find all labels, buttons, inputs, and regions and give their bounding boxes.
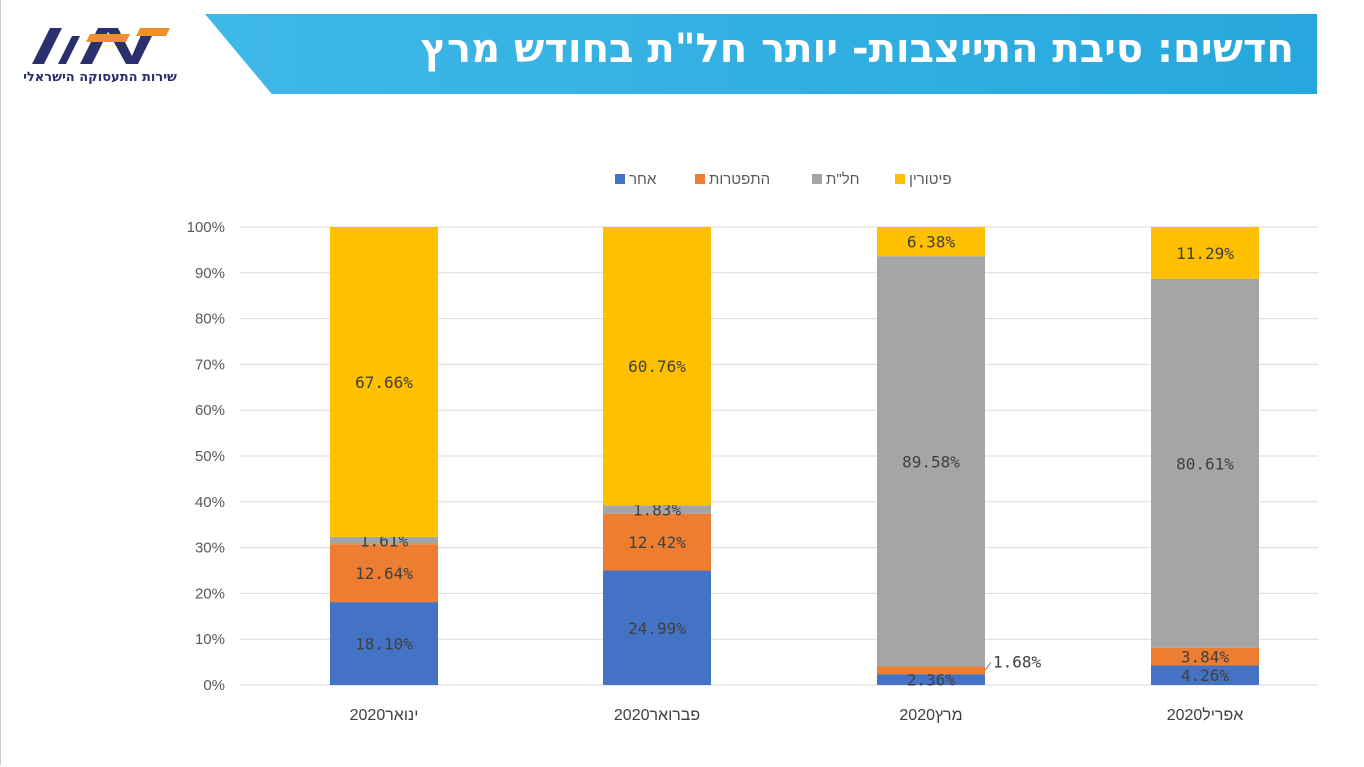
bar-segment bbox=[330, 226, 438, 537]
x-tick-label: אפריל2020 bbox=[1167, 706, 1244, 724]
y-tick-label: 70% bbox=[195, 356, 225, 373]
bar-segment bbox=[603, 570, 711, 685]
bar-segment bbox=[877, 227, 985, 257]
data-label: 89.58% bbox=[902, 452, 960, 471]
y-tick-label: 0% bbox=[203, 677, 225, 694]
y-tick-label: 80% bbox=[195, 311, 225, 328]
bar-segment bbox=[877, 666, 985, 675]
legend-swatch bbox=[812, 174, 822, 184]
data-label: 4.26% bbox=[1181, 666, 1230, 685]
legend-swatch bbox=[695, 174, 705, 184]
data-label: 18.10% bbox=[355, 635, 413, 654]
data-label: 1.68% bbox=[993, 652, 1042, 671]
bar-segment bbox=[330, 536, 438, 545]
y-tick-label: 40% bbox=[195, 494, 225, 511]
bar-segment bbox=[603, 513, 711, 571]
bar-segment bbox=[1151, 647, 1259, 666]
bar-segment bbox=[1151, 665, 1259, 685]
y-tick-label: 60% bbox=[195, 402, 225, 419]
data-label: 3.84% bbox=[1181, 648, 1230, 667]
data-label: 67.66% bbox=[355, 373, 413, 392]
logo-icon bbox=[32, 28, 170, 64]
bar-segment bbox=[1151, 278, 1259, 648]
legend-swatch bbox=[895, 174, 905, 184]
bar-segment bbox=[877, 256, 985, 667]
x-tick-label: ינואר2020 bbox=[350, 707, 419, 724]
legend-swatch bbox=[615, 174, 625, 184]
bar-segment bbox=[330, 602, 438, 685]
data-label: 12.42% bbox=[628, 533, 686, 552]
title-banner bbox=[205, 14, 1317, 94]
x-tick-label: פברואר2020 bbox=[614, 707, 700, 724]
data-label: 11.29% bbox=[1176, 244, 1234, 263]
bar-segment bbox=[603, 505, 711, 514]
bar-segment bbox=[330, 544, 438, 603]
y-tick-label: 20% bbox=[195, 585, 225, 602]
logo-text: שירות התעסוקה הישראלי bbox=[23, 70, 177, 85]
data-label: 80.61% bbox=[1176, 454, 1234, 473]
bar-segment bbox=[877, 674, 985, 685]
legend-label: התפטרות bbox=[709, 171, 770, 188]
y-tick-label: 50% bbox=[195, 448, 225, 465]
data-label: 60.76% bbox=[628, 357, 686, 376]
y-tick-label: 10% bbox=[195, 631, 225, 648]
bar-segment bbox=[1151, 227, 1259, 279]
legend-label: חל"ת bbox=[826, 171, 860, 188]
label-leader-line bbox=[984, 662, 992, 671]
x-tick-label: מרץ2020 bbox=[899, 707, 962, 724]
legend-label: פיטורין bbox=[909, 171, 952, 188]
data-label: 24.99% bbox=[628, 619, 686, 638]
slide-title: חדשים: סיבת התייצבות- יותר חל"ת בחודש מר… bbox=[420, 26, 1294, 72]
legend-label: אחר bbox=[629, 171, 657, 188]
y-tick-label: 100% bbox=[187, 219, 225, 236]
y-tick-label: 90% bbox=[195, 265, 225, 282]
data-label: 12.64% bbox=[355, 564, 413, 583]
bar-segment bbox=[603, 227, 711, 506]
y-tick-label: 30% bbox=[195, 540, 225, 557]
data-label: 6.38% bbox=[907, 233, 956, 252]
data-label: 2.36% bbox=[907, 671, 956, 690]
